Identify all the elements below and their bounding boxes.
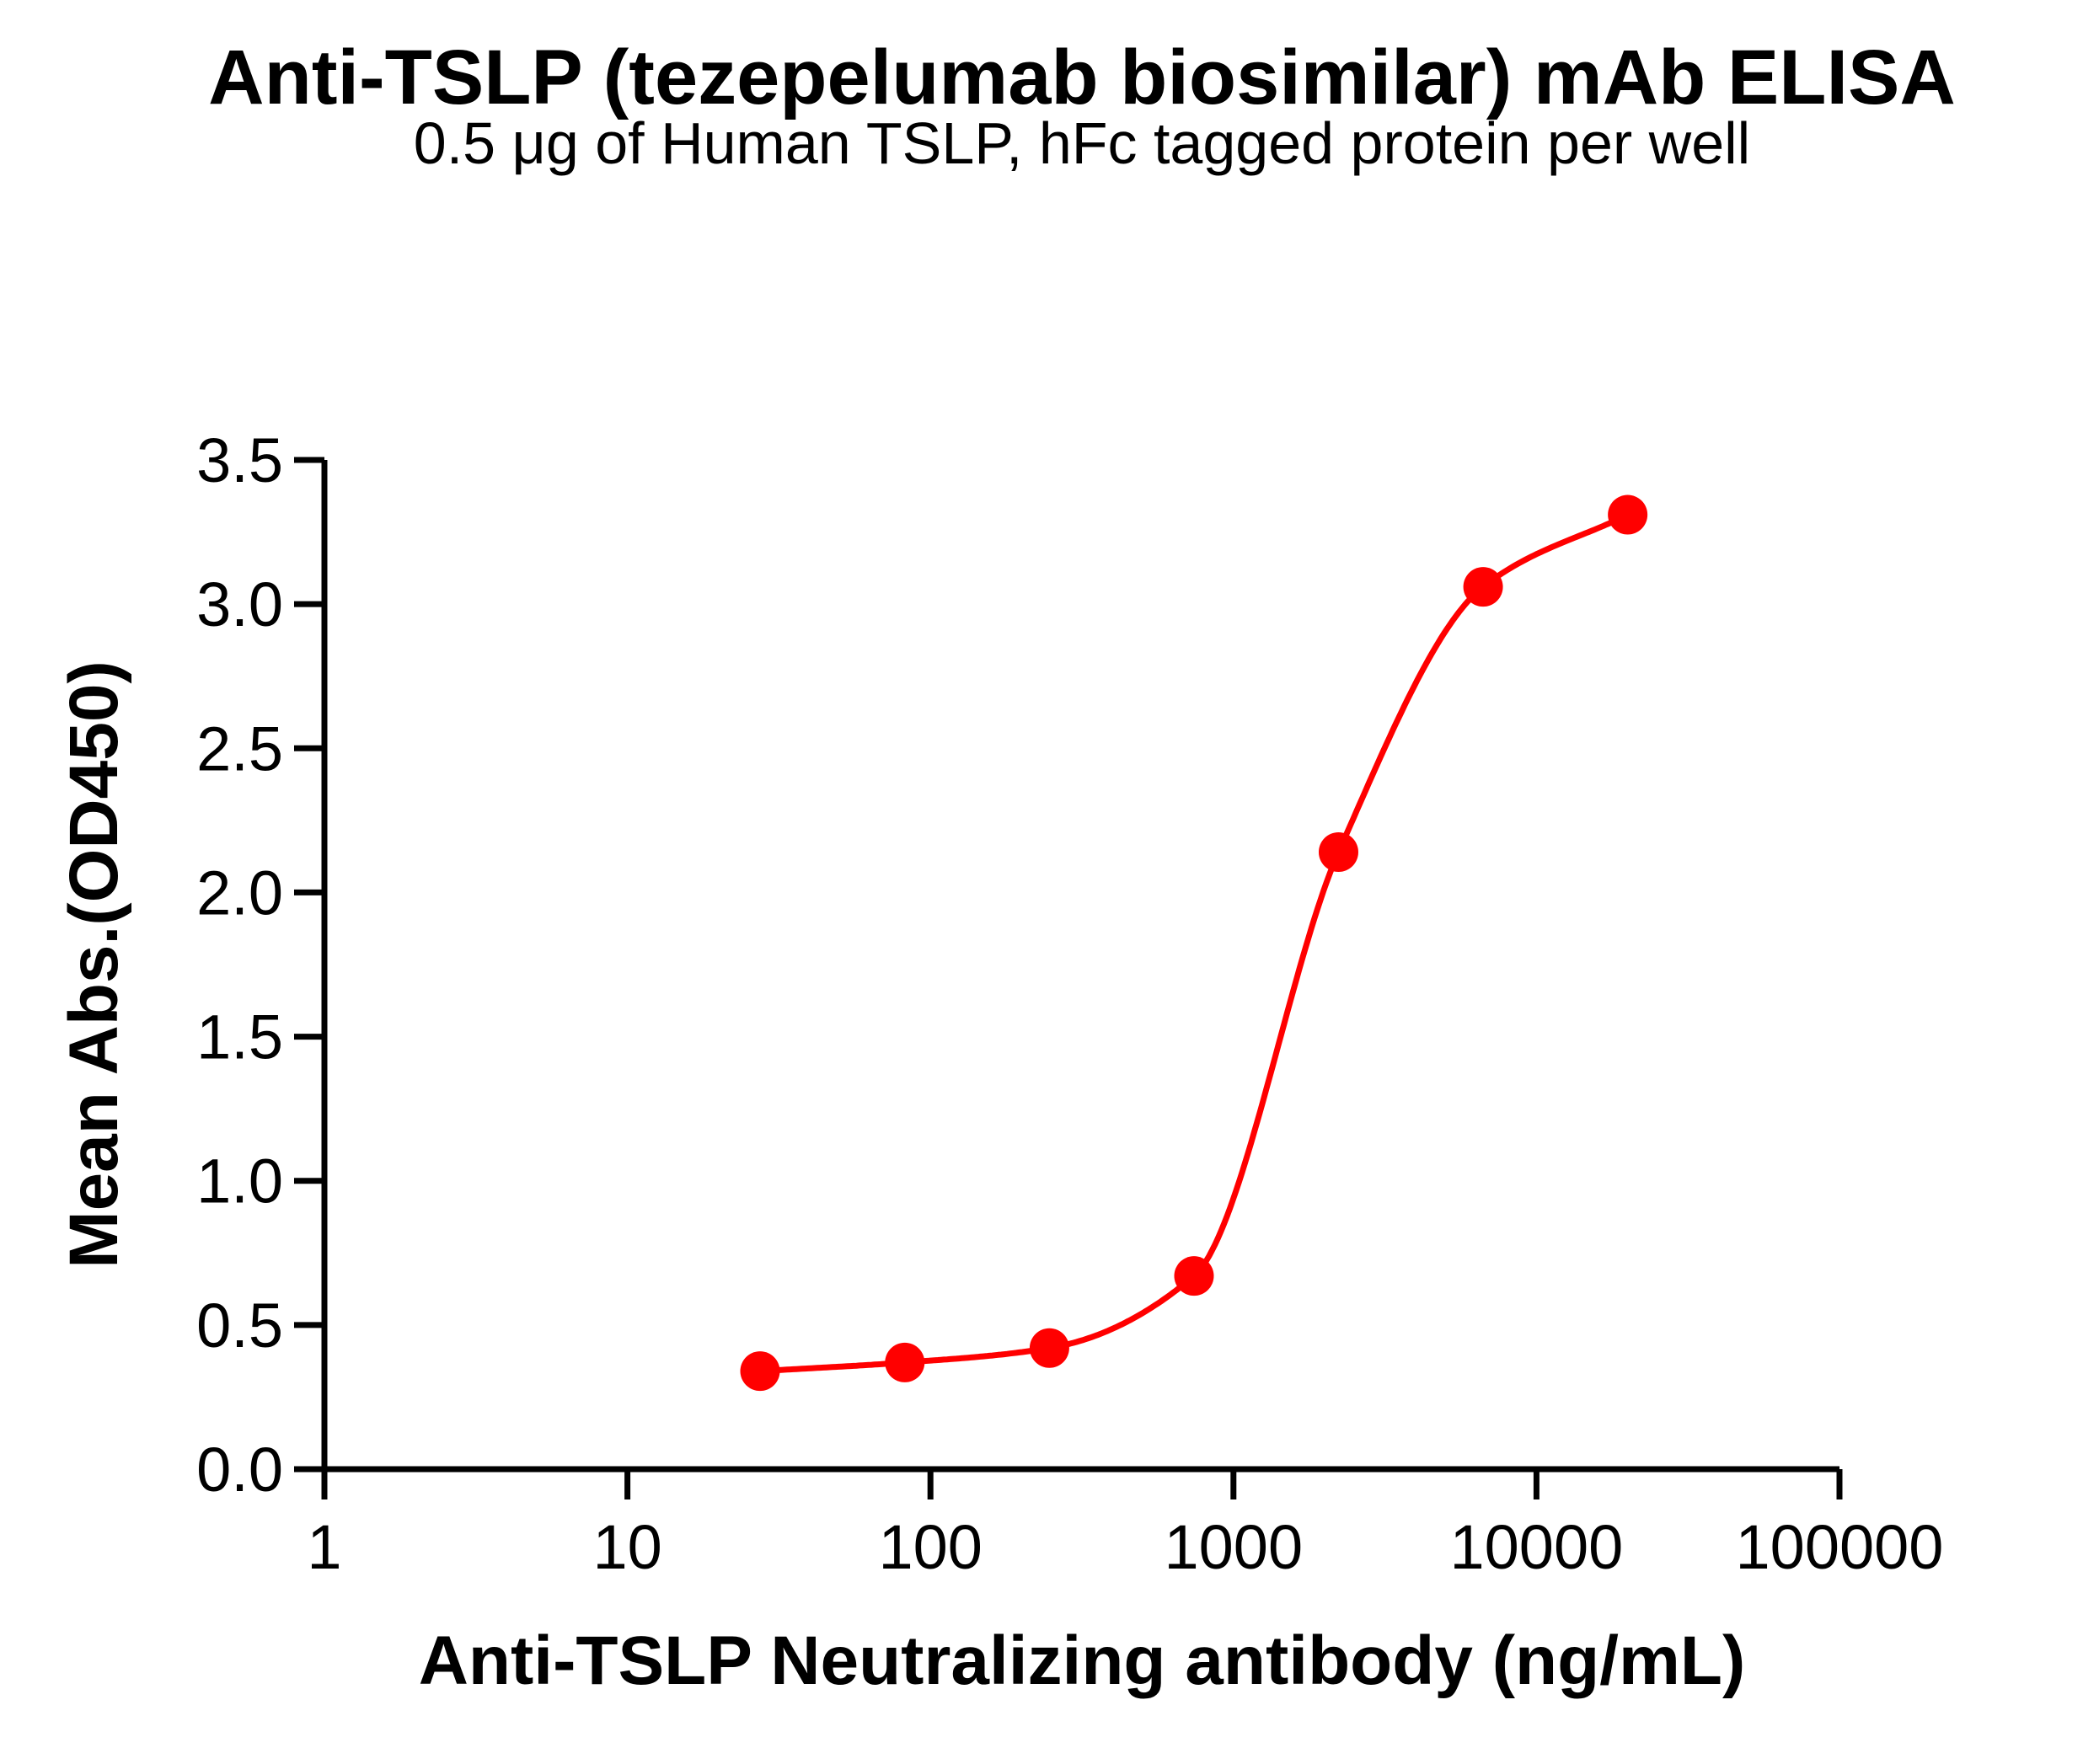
fit-curve: [757, 511, 1631, 1375]
y-tick-label: 1.5: [196, 1002, 283, 1072]
y-tick-label: 3.5: [196, 425, 283, 495]
data-point: [1608, 494, 1648, 535]
x-tick-label: 1: [307, 1512, 341, 1582]
y-tick-label: 3.0: [196, 569, 283, 639]
x-tick-label: 1000: [1164, 1512, 1303, 1582]
axes: [294, 457, 1843, 1499]
x-axis-label: Anti-TSLP Neutralizing antibody (ng/mL): [418, 1622, 1746, 1699]
y-tick-label: 0.5: [196, 1291, 283, 1360]
x-tick-label: 100000: [1736, 1512, 1944, 1582]
data-series: [740, 494, 1648, 1392]
chart-subtitle: 0.5 μg of Human TSLP, hFc tagged protein…: [413, 110, 1751, 176]
data-point: [1174, 1256, 1214, 1296]
data-point: [740, 1351, 780, 1392]
x-tick-labels: 1 10 100 1000 10000 100000: [307, 1512, 1943, 1582]
chart-title: Anti-TSLP (tezepelumab biosimilar) mAb E…: [208, 35, 1956, 120]
y-tick-label: 2.0: [196, 858, 283, 927]
y-tick-label: 1.0: [196, 1147, 283, 1216]
y-tick-labels: 0.0 0.5 1.0 1.5 2.0 2.5 3.0 3.5: [196, 425, 283, 1505]
x-tick-label: 100: [878, 1512, 982, 1582]
y-tick-label: 2.5: [196, 714, 283, 783]
data-point: [1318, 832, 1358, 873]
x-tick-label: 10: [592, 1512, 661, 1582]
data-point: [1463, 567, 1503, 607]
y-tick-label: 0.0: [196, 1435, 283, 1505]
data-point: [1029, 1328, 1069, 1368]
data-point: [885, 1342, 925, 1382]
x-tick-label: 10000: [1450, 1512, 1624, 1582]
